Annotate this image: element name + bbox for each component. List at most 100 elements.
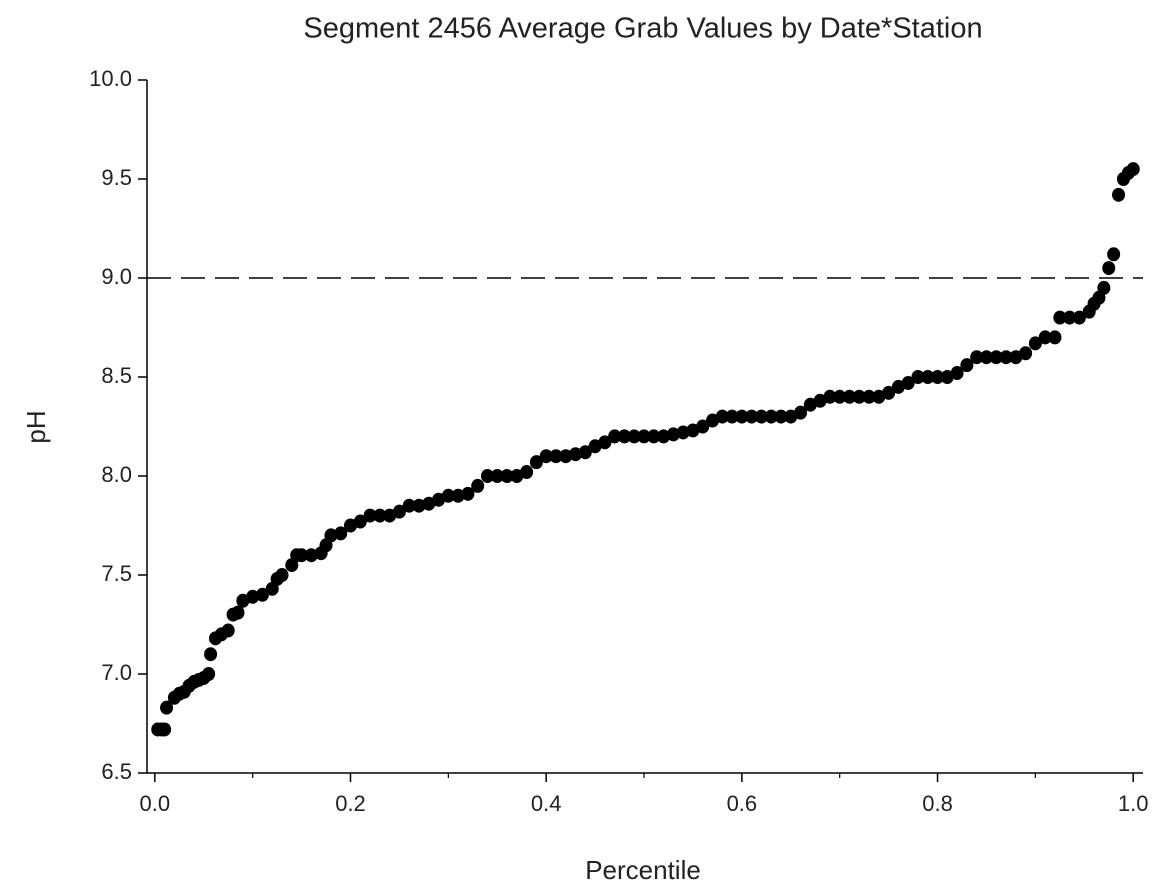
point: [637, 429, 651, 444]
point: [510, 469, 524, 483]
point: [158, 722, 172, 737]
point: [383, 508, 397, 523]
point: [696, 419, 710, 434]
point: [304, 548, 318, 563]
point: [231, 605, 245, 620]
point: [989, 350, 1003, 365]
point: [1019, 346, 1033, 361]
point: [813, 393, 827, 408]
point: [950, 366, 964, 381]
point: [608, 429, 622, 444]
point: [202, 667, 216, 681]
y-tick-label: 9.0: [101, 264, 132, 289]
point: [1107, 247, 1121, 262]
point: [666, 427, 680, 442]
point: [471, 478, 485, 493]
point: [960, 358, 974, 373]
point: [1048, 330, 1062, 345]
point: [160, 700, 174, 715]
point: [295, 548, 309, 563]
point: [451, 488, 465, 503]
point: [901, 375, 915, 390]
point: [686, 423, 700, 438]
point: [774, 409, 788, 424]
point: [255, 587, 269, 602]
point: [324, 528, 338, 543]
point: [598, 435, 612, 450]
point: [275, 568, 289, 582]
point: [559, 449, 573, 464]
point: [931, 370, 945, 384]
x-tick-label: 0.6: [727, 791, 758, 816]
point: [1112, 187, 1126, 202]
point: [617, 429, 631, 444]
point: [921, 370, 935, 384]
point: [1063, 310, 1077, 325]
point: [823, 389, 837, 404]
point: [412, 498, 426, 513]
point: [520, 465, 534, 480]
x-tick-label: 1.0: [1118, 791, 1149, 816]
point: [363, 508, 377, 523]
point: [627, 429, 641, 444]
point: [1028, 336, 1042, 351]
y-tick-label: 8.5: [101, 363, 132, 388]
point: [979, 350, 993, 365]
x-tick-label: 0.4: [531, 791, 562, 816]
y-tick-label: 8.0: [101, 462, 132, 487]
y-tick-label: 10.0: [89, 66, 132, 91]
point: [392, 504, 406, 519]
point: [676, 425, 690, 440]
point: [647, 429, 661, 444]
point: [246, 589, 260, 604]
point: [764, 409, 778, 424]
point: [236, 593, 250, 608]
chart-title: Segment 2456 Average Grab Values by Date…: [303, 13, 982, 45]
point: [402, 498, 416, 513]
point: [588, 439, 602, 454]
y-tick-label: 6.5: [101, 759, 132, 784]
x-tick-label: 0.0: [140, 791, 171, 816]
point: [872, 389, 886, 404]
point: [441, 488, 455, 503]
point: [344, 518, 358, 533]
point: [1097, 280, 1111, 295]
point: [480, 469, 494, 483]
point: [490, 469, 504, 483]
y-tick-label: 9.5: [101, 165, 132, 190]
point: [569, 447, 583, 462]
point: [911, 370, 925, 384]
point: [794, 405, 808, 420]
point: [461, 486, 475, 501]
point: [1072, 310, 1086, 325]
point: [1009, 350, 1023, 365]
x-tick-label: 0.8: [922, 791, 953, 816]
point: [500, 469, 514, 483]
point: [422, 496, 436, 511]
point: [1126, 162, 1140, 177]
point: [862, 389, 876, 404]
point: [334, 526, 348, 541]
point: [842, 389, 856, 404]
point: [970, 350, 984, 365]
point: [1102, 261, 1116, 276]
point: [432, 492, 446, 507]
point: [657, 429, 671, 444]
point: [204, 647, 218, 662]
y-tick-label: 7.0: [101, 660, 132, 685]
y-axis-label: pH: [21, 410, 51, 443]
x-tick-label: 0.2: [335, 791, 366, 816]
point: [754, 409, 768, 424]
point: [882, 385, 896, 400]
point: [940, 370, 954, 384]
point: [529, 455, 543, 470]
point: [833, 389, 847, 404]
point: [578, 445, 592, 460]
y-tick-label: 7.5: [101, 561, 132, 586]
point: [706, 413, 720, 428]
point: [1053, 310, 1067, 325]
point: [999, 350, 1013, 365]
point: [784, 409, 798, 424]
point: [725, 409, 739, 424]
